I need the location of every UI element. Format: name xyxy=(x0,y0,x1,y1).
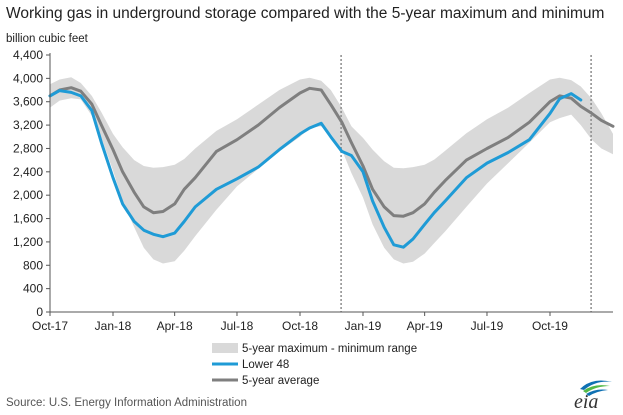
x-tick-label: Jan-18 xyxy=(95,319,132,333)
y-tick-label: 2,400 xyxy=(13,165,43,179)
divider-lines-group xyxy=(340,55,592,312)
y-tick-label: 0 xyxy=(36,305,43,319)
legend-swatch-range xyxy=(212,343,238,353)
eia-logo: eia xyxy=(574,380,612,411)
y-tick-label: 2,800 xyxy=(13,141,43,155)
y-tick-label: 1,200 xyxy=(13,235,43,249)
legend: 5-year maximum - minimum range Lower 48 5-… xyxy=(212,343,417,387)
y-tick-label: 2,000 xyxy=(13,188,43,202)
x-tick-label: Jul-19 xyxy=(471,319,504,333)
x-tick-label: Oct-17 xyxy=(32,319,68,333)
y-axis-unit-label: billion cubic feet xyxy=(6,33,88,45)
y-tick-label: 4,400 xyxy=(13,48,43,62)
x-tick-label: Jan-19 xyxy=(345,319,382,333)
x-tick-label: Jul-18 xyxy=(221,319,254,333)
logo-swoosh-green xyxy=(583,385,610,393)
x-tick-label: Oct-19 xyxy=(532,319,568,333)
y-tick-label: 400 xyxy=(23,282,43,296)
x-tick-label: Apr-18 xyxy=(157,319,193,333)
series-group xyxy=(48,86,615,249)
y-tick-label: 3,600 xyxy=(13,95,43,109)
x-tick-label: Oct-18 xyxy=(282,319,318,333)
y-tick-label: 1,600 xyxy=(13,212,43,226)
y-tick-label: 800 xyxy=(23,258,43,272)
range-band xyxy=(50,77,613,264)
source-note: Source: U.S. Energy Information Administ… xyxy=(6,397,247,409)
range-band-group xyxy=(50,77,613,264)
axes-group: 0 400 800 1,200 1,600 2,000 2,400 2,800 3,200 3,6… xyxy=(13,48,613,333)
y-tick-label: 4,000 xyxy=(13,71,43,85)
logo-swoosh-blue xyxy=(580,380,612,390)
chart-title: Working gas in underground storage compa… xyxy=(6,5,605,22)
logo-text: eia xyxy=(574,391,598,411)
legend-label-lower48: Lower 48 xyxy=(242,359,289,371)
y-tick-label: 3,200 xyxy=(13,118,43,132)
legend-label-avg: 5-year average xyxy=(242,375,319,387)
logo-swoosh-blue-2 xyxy=(586,389,608,396)
series-5yr-average-line xyxy=(48,86,615,218)
x-tick-label: Apr-19 xyxy=(407,319,443,333)
series-lower48-line xyxy=(48,89,583,249)
legend-label-range: 5-year maximum - minimum range xyxy=(242,343,417,355)
